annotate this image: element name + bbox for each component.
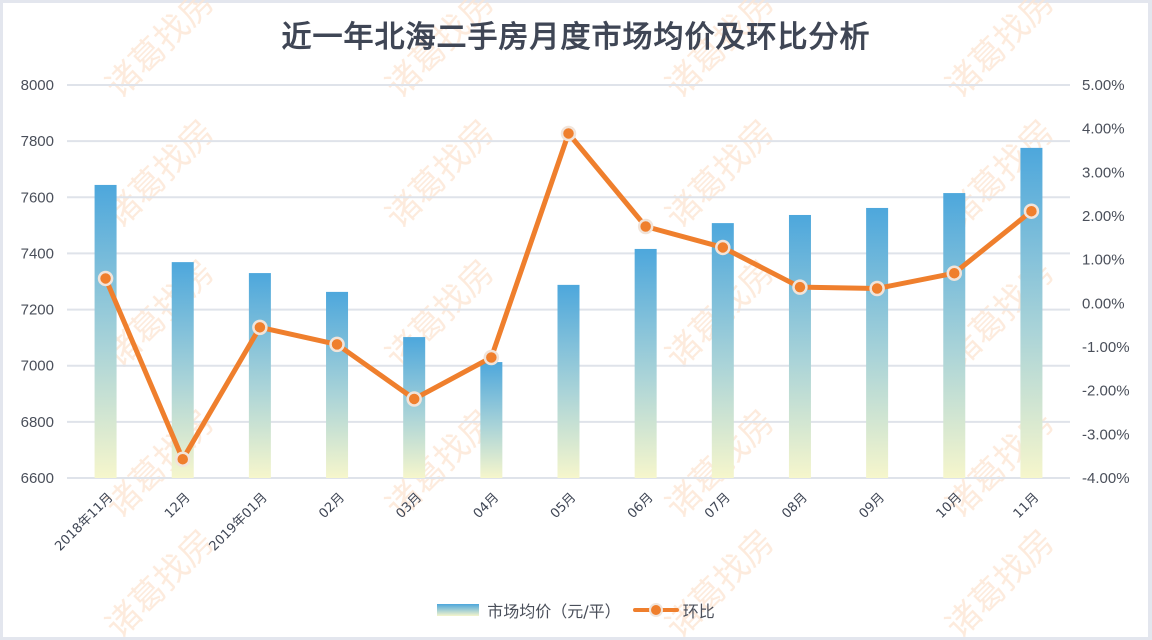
left-tick-label: 6600 — [21, 470, 54, 487]
x-tick-label: 06月 — [625, 490, 656, 521]
left-tick-label: 7200 — [21, 302, 54, 319]
line-point[interactable] — [715, 239, 731, 256]
line-point[interactable] — [792, 279, 808, 295]
legend-item-mom[interactable]: 环比 — [632, 598, 715, 622]
line-point[interactable] — [252, 319, 268, 336]
watermark-text: 诸葛找房 — [938, 522, 1062, 640]
right-tick-label: 3.00% — [1082, 164, 1125, 181]
right-tick-label: -4.00% — [1082, 470, 1130, 487]
bar[interactable] — [403, 337, 426, 478]
watermark-text: 诸葛找房 — [658, 112, 782, 236]
x-tick-label: 02月 — [316, 490, 347, 521]
right-tick-label: 2.00% — [1082, 208, 1125, 225]
x-tick-label: 2018年11月 — [52, 490, 116, 554]
line-point[interactable] — [946, 265, 963, 281]
left-axis: 8000 7800 7600 7400 7200 7000 6800 6600 — [21, 77, 54, 487]
x-tick-label: 08月 — [779, 490, 810, 521]
line-point[interactable] — [97, 270, 114, 287]
x-tick-label: 12月 — [162, 490, 193, 521]
left-tick-label: 8000 — [21, 77, 54, 94]
x-tick-label: 04月 — [471, 490, 502, 521]
legend-item-price[interactable]: 市场均价（元/平） — [437, 598, 621, 622]
line-point[interactable] — [483, 349, 500, 366]
bar[interactable] — [711, 223, 734, 478]
line-point[interactable] — [869, 280, 885, 297]
bar[interactable] — [1020, 147, 1043, 478]
bar[interactable] — [171, 262, 194, 478]
left-tick-label: 7000 — [21, 358, 54, 375]
legend-label-price: 市场均价（元/平） — [487, 602, 621, 621]
x-tick-label: 09月 — [856, 490, 887, 521]
watermark-text: 诸葛找房 — [98, 522, 222, 640]
left-tick-label: 6800 — [21, 414, 54, 431]
x-tick-label: 11月 — [1011, 490, 1042, 521]
right-tick-label: 5.00% — [1082, 77, 1125, 94]
watermark-text: 诸葛找房 — [378, 112, 502, 236]
chart-title: 近一年北海二手房月度市场均价及环比分析 — [281, 20, 871, 55]
x-tick-label: 05月 — [548, 490, 579, 521]
watermark-text: 诸葛找房 — [658, 522, 782, 640]
bar[interactable] — [248, 273, 271, 478]
line-series — [97, 125, 1040, 467]
line-swatch-icon — [632, 602, 679, 618]
bar[interactable] — [94, 184, 117, 479]
bar[interactable] — [788, 214, 811, 479]
bar[interactable] — [557, 284, 580, 478]
legend-label-mom: 环比 — [682, 602, 715, 621]
bar[interactable] — [480, 362, 503, 478]
bar[interactable] — [326, 291, 349, 478]
line-point[interactable] — [329, 336, 345, 353]
x-tick-label: 2019年01月 — [207, 490, 271, 554]
bar-swatch-icon — [437, 604, 480, 616]
right-axis: 5.00% 4.00% 3.00% 2.00% 1.00% 0.00% -1.00% -2.0… — [1082, 77, 1130, 487]
left-tick-label: 7600 — [21, 189, 54, 206]
bar[interactable] — [634, 248, 657, 478]
bar[interactable] — [943, 193, 966, 478]
right-tick-label: -2.00% — [1082, 383, 1130, 400]
watermark-text: 诸葛找房 — [98, 112, 222, 236]
left-tick-label: 7400 — [21, 245, 54, 262]
bar-series — [94, 147, 1043, 479]
line-point[interactable] — [174, 451, 191, 467]
right-tick-label: -1.00% — [1082, 339, 1130, 356]
right-tick-label: 0.00% — [1082, 295, 1125, 312]
line-point[interactable] — [1023, 203, 1040, 219]
legend: 市场均价（元/平） 环比 — [0, 598, 1152, 622]
left-tick-label: 7800 — [21, 133, 54, 150]
watermark-text: 诸葛找房 — [98, 252, 222, 376]
right-tick-label: -3.00% — [1082, 426, 1130, 443]
line-point[interactable] — [560, 125, 577, 142]
bar[interactable] — [866, 207, 889, 478]
line-point[interactable] — [406, 391, 422, 407]
right-tick-label: 4.00% — [1082, 121, 1125, 138]
right-tick-label: 1.00% — [1082, 252, 1125, 269]
line-point[interactable] — [637, 218, 654, 235]
